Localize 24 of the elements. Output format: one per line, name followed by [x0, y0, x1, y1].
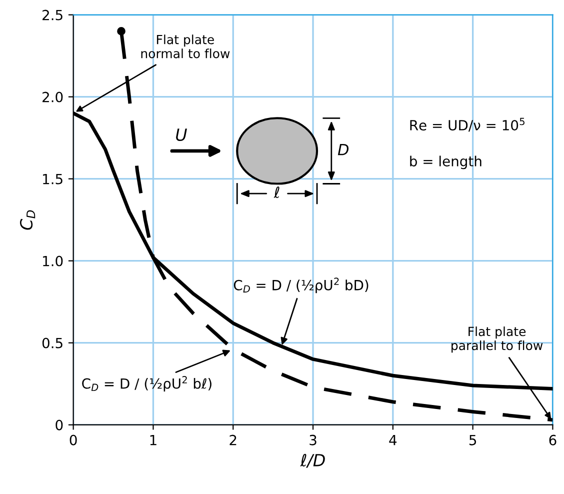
annotation: Re = UD/ν = 10$^{5}$: [410, 118, 524, 132]
y-tick-label: 1.5: [43, 174, 62, 184]
x-tick-label: 3: [310, 434, 316, 446]
annotation: C$_{D}$ = D / (½ρU$^{2}$ bD): [234, 278, 368, 294]
x-tick-label: 4: [389, 434, 397, 446]
x-tick-label: 0: [70, 434, 77, 446]
annotation: ℓ: [274, 186, 280, 198]
x-tick-label: 5: [469, 434, 476, 446]
annotation: Flat plate parallel to flow: [452, 326, 543, 353]
x-axis-title: ℓ/D: [300, 454, 325, 468]
x-tick-label: 2: [230, 434, 236, 446]
x-tick-label: 1: [150, 434, 156, 446]
y-tick-label: 0: [56, 420, 63, 430]
annotation: b = length: [410, 156, 482, 170]
y-tick-label: 0.5: [42, 338, 62, 348]
y-tick-label: 2.0: [42, 92, 63, 102]
annotation: Flat plate normal to flow: [141, 34, 230, 58]
annotation: U: [176, 128, 187, 142]
y-tick-label: 2.5: [42, 10, 62, 20]
x-tick-label: 6: [549, 434, 556, 446]
y-axis-title: C$_{D}$: [20, 210, 36, 230]
annotation: C$_{D}$ = D / (½ρU$^{2}$ bℓ): [82, 376, 212, 392]
y-tick-label: 1.0: [43, 256, 63, 266]
annotation: D: [338, 144, 349, 156]
